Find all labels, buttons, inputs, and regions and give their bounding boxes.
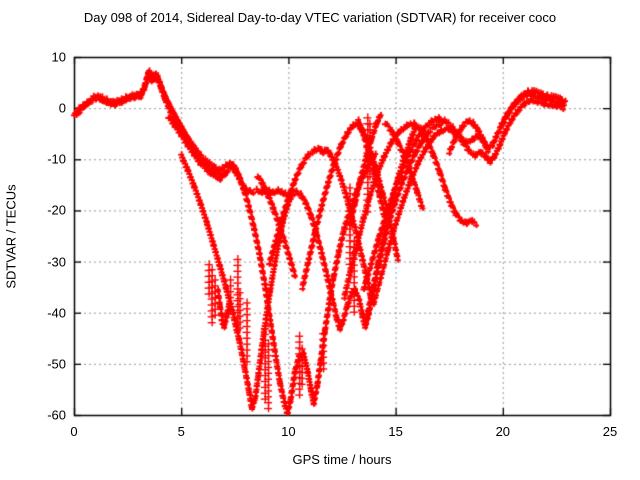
x-tick-label: 10 [281, 424, 296, 439]
y-tick-label: -50 [47, 356, 66, 372]
x-tick-label: 15 [388, 424, 403, 439]
y-tick-label: -20 [47, 202, 66, 218]
x-axis-label: GPS time / hours [292, 452, 392, 467]
y-tick-label: -40 [47, 305, 66, 321]
x-tick-label: 5 [177, 424, 185, 439]
y-tick-label: -60 [47, 407, 66, 423]
y-tick-label: 10 [51, 49, 66, 65]
chart-title: Day 098 of 2014, Sidereal Day-to-day VTE… [83, 10, 557, 25]
x-tick-label: 0 [70, 424, 78, 439]
y-axis-label: SDTVAR / TECUs [3, 184, 19, 289]
y-tick-label: -10 [47, 151, 66, 167]
x-tick-label: 20 [495, 424, 511, 439]
y-tick-label: -30 [47, 254, 66, 270]
x-tick-label: 25 [602, 424, 618, 439]
y-tick-label: 0 [58, 100, 66, 116]
